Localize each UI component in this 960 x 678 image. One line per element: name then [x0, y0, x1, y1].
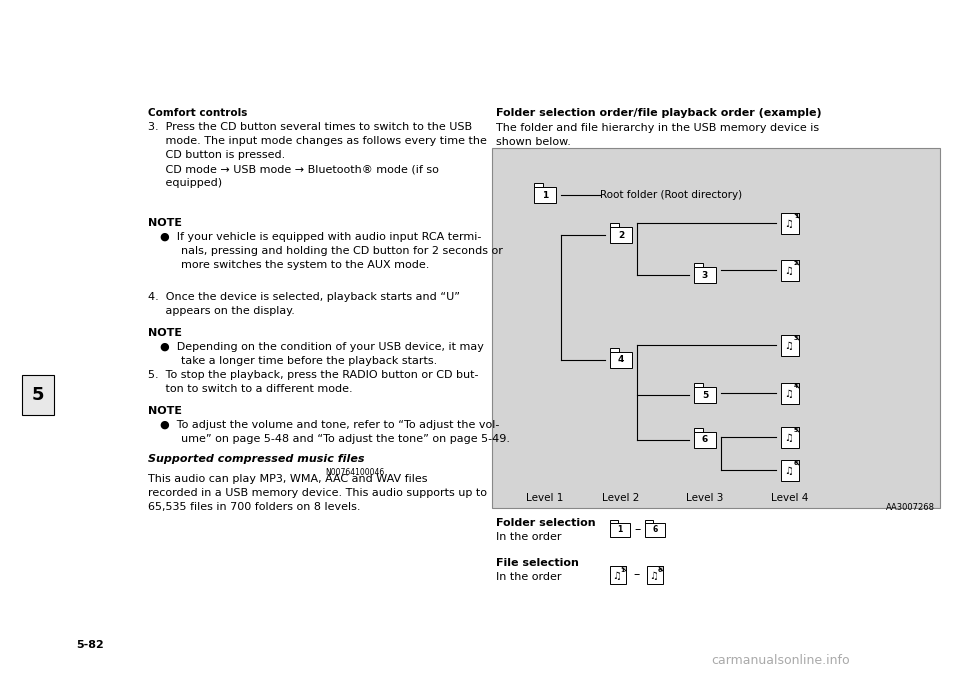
Text: Supported compressed music files: Supported compressed music files: [148, 454, 365, 464]
Bar: [780, 334, 799, 355]
Text: –: –: [635, 523, 641, 536]
Bar: [780, 426, 799, 447]
Polygon shape: [794, 460, 799, 465]
Bar: [534, 187, 556, 203]
Text: N00764100046: N00764100046: [325, 468, 385, 477]
Text: ♫: ♫: [784, 266, 793, 276]
Text: 4.  Once the device is selected, playback starts and “U”
     appears on the dis: 4. Once the device is selected, playback…: [148, 292, 460, 316]
Text: 5.  To stop the playback, press the RADIO button or CD but-
     ton to switch t: 5. To stop the playback, press the RADIO…: [148, 370, 478, 394]
Text: 2: 2: [618, 231, 624, 239]
Text: 6: 6: [653, 525, 658, 534]
Text: 3.  Press the CD button several times to switch to the USB
     mode. The input : 3. Press the CD button several times to …: [148, 122, 487, 188]
Text: ♫: ♫: [784, 433, 793, 443]
Text: This audio can play MP3, WMA, AAC and WAV files
recorded in a USB memory device.: This audio can play MP3, WMA, AAC and WA…: [148, 474, 487, 512]
Bar: [694, 267, 716, 283]
Bar: [645, 523, 664, 536]
Text: Level 3: Level 3: [686, 493, 724, 503]
Text: In the order: In the order: [496, 532, 562, 542]
Text: 6: 6: [702, 435, 708, 445]
Text: NOTE: NOTE: [148, 328, 182, 338]
Bar: [780, 382, 799, 403]
Text: ♫: ♫: [612, 571, 621, 581]
Text: ♫: ♫: [784, 389, 793, 399]
Polygon shape: [621, 566, 626, 571]
Text: ♫: ♫: [784, 341, 793, 351]
Bar: [610, 353, 633, 367]
Text: 6: 6: [794, 461, 799, 466]
Text: –: –: [634, 568, 640, 582]
Bar: [694, 383, 703, 387]
Text: 1: 1: [617, 525, 623, 534]
Polygon shape: [794, 382, 799, 388]
Text: 3: 3: [702, 271, 708, 279]
Bar: [780, 212, 799, 233]
Bar: [694, 387, 716, 403]
Text: 5: 5: [32, 386, 44, 404]
Bar: [611, 523, 630, 536]
Text: Level 2: Level 2: [602, 493, 639, 503]
Bar: [611, 520, 618, 523]
Polygon shape: [794, 334, 799, 340]
Bar: [611, 566, 626, 584]
Text: 6: 6: [658, 567, 662, 572]
Text: 3: 3: [794, 336, 799, 341]
Polygon shape: [794, 260, 799, 265]
Bar: [610, 223, 619, 227]
Text: NOTE: NOTE: [148, 218, 182, 228]
Bar: [610, 227, 633, 243]
Text: ♫: ♫: [650, 571, 659, 581]
Text: The folder and file hierarchy in the USB memory device is
shown below.: The folder and file hierarchy in the USB…: [496, 123, 819, 147]
Text: 1: 1: [541, 191, 548, 199]
Polygon shape: [794, 426, 799, 432]
Text: 5: 5: [794, 428, 799, 433]
Bar: [694, 263, 703, 267]
Text: AA3007268: AA3007268: [886, 503, 935, 512]
Text: ♫: ♫: [784, 219, 793, 229]
Bar: [645, 520, 653, 523]
Text: 4: 4: [618, 355, 624, 365]
Text: 1: 1: [794, 214, 799, 219]
Bar: [492, 148, 940, 508]
Text: Level 4: Level 4: [771, 493, 808, 503]
Polygon shape: [794, 212, 799, 218]
Text: Level 1: Level 1: [526, 493, 564, 503]
Text: 5-82: 5-82: [76, 640, 104, 650]
Text: 5: 5: [702, 391, 708, 399]
Text: ♫: ♫: [784, 466, 793, 476]
Text: NOTE: NOTE: [148, 406, 182, 416]
Bar: [694, 428, 703, 433]
Bar: [610, 348, 619, 353]
Bar: [534, 183, 543, 187]
Text: Folder selection: Folder selection: [496, 518, 595, 528]
Bar: [780, 260, 799, 281]
Text: Comfort controls: Comfort controls: [148, 108, 248, 118]
Polygon shape: [659, 566, 662, 571]
Text: ●  To adjust the volume and tone, refer to “To adjust the vol-
      ume” on pag: ● To adjust the volume and tone, refer t…: [160, 420, 510, 444]
Bar: [22, 375, 54, 415]
Text: 2: 2: [794, 261, 799, 266]
Text: Folder selection order/file playback order (example): Folder selection order/file playback ord…: [496, 108, 822, 118]
Text: In the order: In the order: [496, 572, 562, 582]
Text: ●  Depending on the condition of your USB device, it may
      take a longer tim: ● Depending on the condition of your USB…: [160, 342, 484, 366]
Text: 1: 1: [620, 567, 625, 572]
Bar: [647, 566, 662, 584]
Text: File selection: File selection: [496, 558, 579, 568]
Text: Root folder (Root directory): Root folder (Root directory): [600, 190, 742, 200]
Bar: [694, 433, 716, 447]
Text: carmanualsonline.info: carmanualsonline.info: [711, 654, 850, 666]
Text: 4: 4: [794, 384, 799, 389]
Text: ●  If your vehicle is equipped with audio input RCA termi-
      nals, pressing : ● If your vehicle is equipped with audio…: [160, 232, 503, 270]
Bar: [780, 460, 799, 481]
